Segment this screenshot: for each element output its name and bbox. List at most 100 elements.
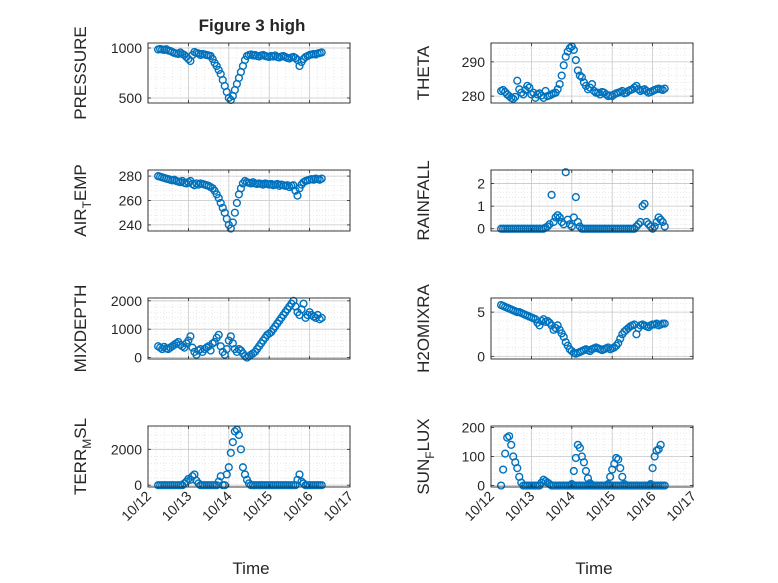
data-point [214,193,223,203]
axes-air_temp: 240 260 280 AIRTEMP [71,164,351,237]
data-point [212,61,221,71]
y-axis-label-main: H2OMIXRA [414,283,433,372]
data-point [222,470,231,479]
data-point [634,85,643,94]
data-point [630,224,639,233]
data-point [553,321,562,330]
y-tick-label: 0 [477,348,485,364]
y-tick-label: 100 [462,449,486,465]
data-point [630,83,639,92]
y-tick-label: 200 [462,419,486,435]
y-tick-label: 240 [119,217,143,233]
data-point [660,319,669,328]
xlabel-right: Time [575,559,612,578]
data-point [642,86,651,96]
data-point [283,181,292,190]
axes-frame [147,297,351,360]
data-point [543,222,552,231]
data-point [565,220,574,229]
y-axis-label: AIRTEMP [71,164,94,237]
y-tick-label: 290 [462,54,486,70]
data-point [612,453,621,463]
y-axis-label-main: AIR [71,208,90,236]
data-point [575,443,584,452]
data-point [648,464,657,473]
y-tick-label: 2000 [111,293,142,309]
data-point [291,53,300,63]
axes-pressure: 500 1000 PRESSURE [71,26,351,120]
data-point [505,432,514,441]
data-point [317,48,326,57]
data-point [571,56,580,65]
data-point [291,481,300,490]
data-point [214,65,223,75]
data-point [571,193,580,202]
y-tick-label: 260 [119,193,143,209]
data-point [660,84,669,93]
data-point [234,430,244,440]
data-point [610,343,619,352]
data-point [656,440,665,449]
y-tick-label: 0 [134,477,142,493]
data-point [218,203,227,212]
y-axis-label-subscript: T [80,200,94,208]
y-axis-label-main: SUN [414,459,433,495]
data-point [638,202,647,211]
data-point [180,343,189,352]
figure-title: Figure 3 high [199,16,306,35]
data-point [543,316,552,326]
data-point [557,71,566,80]
data-point [648,224,657,233]
x-tick-label: 10/17 [320,488,356,524]
data-point [317,174,326,183]
data-point [511,92,520,101]
axes-frame [147,425,351,488]
data-point [652,319,661,328]
data-point [535,321,544,330]
y-axis-label: THETA [414,45,433,100]
data-point [642,217,651,227]
y-axis-label: MIXDEPTH [71,285,90,373]
data-point [299,299,308,308]
y-tick-label: 0 [134,350,142,366]
data-point [226,448,235,458]
x-tick-label: 10/14 [199,488,235,524]
data-point [660,222,669,231]
data-point [230,208,239,217]
y-axis-label-tail: EMP [71,164,90,201]
y-tick-label: 2000 [111,441,142,457]
data-point [240,55,250,65]
data-point [614,338,623,348]
data-point [646,479,655,489]
data-point [553,85,562,94]
data-point [176,48,185,57]
y-tick-label: 280 [119,168,143,184]
data-point [234,344,244,354]
data-point [547,321,556,330]
data-point [186,332,195,341]
data-point [606,472,615,481]
data-point [650,222,659,231]
data-point [561,168,570,177]
data-point [248,349,258,358]
data-point [618,472,627,481]
data-point [226,332,235,341]
data-point [640,199,649,208]
y-tick-label: 5 [477,304,485,320]
data-point [553,211,562,220]
data-point [295,61,304,71]
data-point [240,470,250,479]
data-point [555,213,564,222]
axes-rainfall: 0 1 2 RAINFALL [414,160,694,241]
data-point [587,480,597,490]
x-tick-label: 10/14 [542,488,578,524]
y-axis-label-main: TERR [71,449,90,495]
data-point [184,336,193,345]
data-point [569,213,578,222]
data-point [513,76,522,85]
axes-frame [490,169,694,232]
data-point [654,445,663,454]
plot-area [148,298,350,359]
axes-frame [147,42,351,104]
